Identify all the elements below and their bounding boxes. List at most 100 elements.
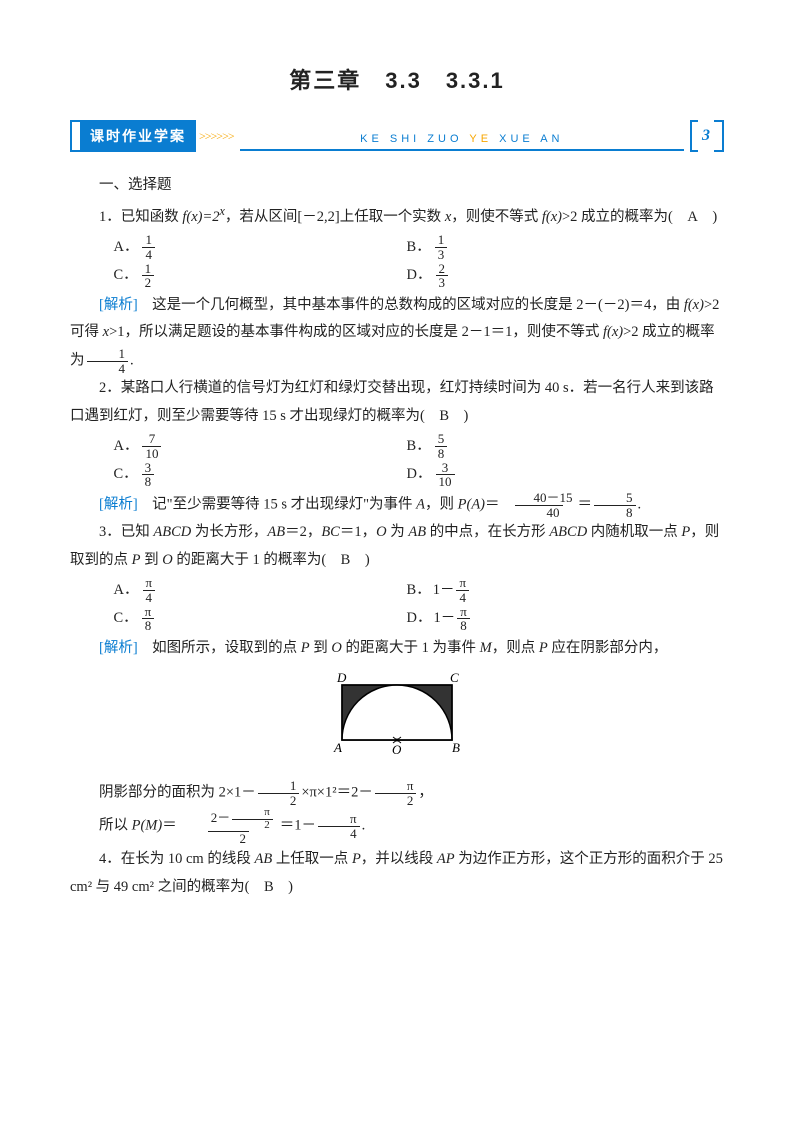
q4-text: 4．在长为 10 cm 的线段 AB 上任取一点 P，并以线段 AP 为边作正方… [70, 846, 724, 901]
q4-end: ) [274, 879, 293, 895]
pinyin-zuo: ZUO [427, 133, 462, 145]
frac-num: 7 [146, 432, 159, 446]
q4-answer: B [264, 879, 274, 895]
line2-eq: ＝1－ [280, 818, 316, 834]
frac-den: 4 [142, 247, 155, 262]
line1-end: ， [418, 784, 433, 800]
opt-label: D． [407, 605, 432, 633]
frac-den: 2 [375, 793, 417, 808]
q3-diagram: D C A O B [70, 670, 724, 771]
q1-opt-a: A．14 [114, 233, 407, 261]
q1-pre: 1．已知函数 [99, 209, 182, 225]
q1-opt-b: B．13 [407, 233, 700, 261]
frac-den: 10 [142, 446, 161, 461]
compound-fraction: 2－π22 [179, 807, 278, 846]
eq-sign: ＝ [578, 496, 593, 512]
analysis-label: [解析] [99, 496, 138, 512]
q2-opt-b: B．58 [407, 432, 700, 460]
frac-num: 2－π2 [179, 807, 278, 831]
fraction: 310 [436, 461, 455, 489]
line1-mid: ×π×1²＝2－ [301, 784, 373, 800]
fraction: 710 [142, 432, 161, 460]
line1-pre: 阴影部分的面积为 2×1－ [99, 784, 256, 800]
q2-body: 2．某路口人行横道的信号灯为红灯和绿灯交替出现，红灯持续时间为 40 s．若一名… [70, 380, 714, 424]
frac-num: π [456, 576, 469, 590]
banner-left: 课时作业学案 >>>>>> [70, 120, 234, 153]
q3-end: ) [350, 552, 369, 568]
frac-num: 1 [87, 347, 129, 361]
opt-label: B． [407, 433, 431, 461]
frac-den: 8 [594, 505, 636, 520]
opt-label: A． [114, 433, 139, 461]
opt-label: B． [407, 577, 431, 605]
fraction: π4 [318, 812, 360, 840]
line2-pre: 所以 P(M)＝ [99, 818, 177, 834]
frac-den: 2 [142, 275, 155, 290]
fraction: π2 [375, 779, 417, 807]
q2-answer: B [439, 408, 449, 424]
q3-analysis-line2: 所以 P(M)＝2－π22＝1－π4. [70, 807, 724, 846]
fraction: π8 [457, 605, 470, 633]
bracket-right-icon [714, 120, 724, 152]
q3-analysis-1: 如图所示，设取到的点 P 到 O 的距离大于 1 为事件 M，则点 P 应在阴影… [138, 640, 668, 656]
fraction: π8 [142, 605, 155, 633]
label-o: O [392, 742, 402, 757]
frac-den: 8 [457, 618, 470, 633]
q3-analysis-intro: [解析] 如图所示，设取到的点 P 到 O 的距离大于 1 为事件 M，则点 P… [70, 635, 724, 663]
frac-den: 3 [436, 275, 449, 290]
opt-label: C． [114, 262, 138, 290]
frac-num: π [142, 576, 155, 590]
frac-num: π [375, 779, 417, 793]
q1-fx: f(x)=2x [182, 209, 225, 225]
bracket-right-left-icon [690, 120, 698, 152]
pinyin-xue: XUE [499, 133, 534, 145]
q2-opt-c: C． 38 [114, 461, 407, 489]
q3-analysis-line1: 阴影部分的面积为 2×1－12×π×1²＝2－π2， [70, 779, 724, 807]
q2-end: ) [449, 408, 468, 424]
frac-den: 40 [515, 505, 563, 520]
pinyin-ke: KE [360, 133, 383, 145]
frac-num: π [457, 605, 470, 619]
banner-right: 3 [690, 120, 724, 152]
section-heading: 一、选择题 [70, 172, 724, 200]
opt-label: D． [407, 262, 432, 290]
q3-opt-a: A．π4 [114, 576, 407, 604]
q3-body: 3．已知 ABCD 为长方形，AB＝2，BC＝1，O 为 AB 的中点，在长方形… [70, 524, 719, 568]
fraction: 14 [142, 233, 155, 261]
frac-num: 40－15 [502, 491, 576, 505]
opt-label: A． [114, 577, 139, 605]
frac-num: 1 [435, 233, 448, 247]
q3-opt-d: D．1－π8 [407, 605, 700, 633]
pinyin-an: AN [540, 133, 563, 145]
q2-analysis-body: 记"至少需要等待 15 s 才出现绿灯"为事件 A，则 P(A)＝ [138, 496, 500, 512]
frac-den: 2 [258, 793, 300, 808]
frac-den: 4 [318, 826, 360, 841]
opt-label: C． [114, 461, 138, 489]
section-banner: 课时作业学案 >>>>>> KE SHI ZUO YE XUE AN 3 [70, 120, 724, 153]
frac-num: 1 [142, 233, 155, 247]
fraction: 12 [142, 262, 155, 290]
frac-num: 3 [142, 461, 155, 475]
q1-analysis-end: . [130, 352, 134, 368]
q1-text: 1．已知函数 f(x)=2x，若从区间[－2,2]上任取一个实数 x，则使不等式… [70, 200, 724, 231]
banner-label: 课时作业学案 [80, 120, 196, 153]
q2-analysis-end: . [638, 496, 642, 512]
banner-pinyin: KE SHI ZUO YE XUE AN [360, 133, 563, 145]
frac-den: 4 [87, 361, 129, 376]
page-title: 第三章 3.3 3.3.1 [70, 60, 724, 102]
opt-label: A． [114, 234, 139, 262]
q2-opt-d: D．310 [407, 461, 700, 489]
frac-den: 8 [435, 446, 448, 461]
opt-prefix: 1－ [433, 577, 455, 605]
q1-post: ，则使不等式 f(x)>2 成立的概率为( [451, 209, 687, 225]
q4-body: 4．在长为 10 cm 的线段 AB 上任取一点 P，并以线段 AP 为边作正方… [70, 851, 723, 895]
frac-den: 8 [142, 474, 155, 489]
frac-den: 4 [143, 590, 156, 605]
q2-opt-a: A．710 [114, 432, 407, 460]
chevrons-icon: >>>>>> [199, 125, 234, 148]
banner-midline: KE SHI ZUO YE XUE AN [240, 121, 684, 151]
q1-analysis: [解析] 这是一个几何概型，其中基本事件的总数构成的区域对应的长度是 2－(－2… [70, 292, 724, 375]
fraction: 58 [594, 491, 636, 519]
analysis-label: [解析] [99, 640, 138, 656]
rectangle-semicircle-icon: D C A O B [322, 670, 472, 760]
